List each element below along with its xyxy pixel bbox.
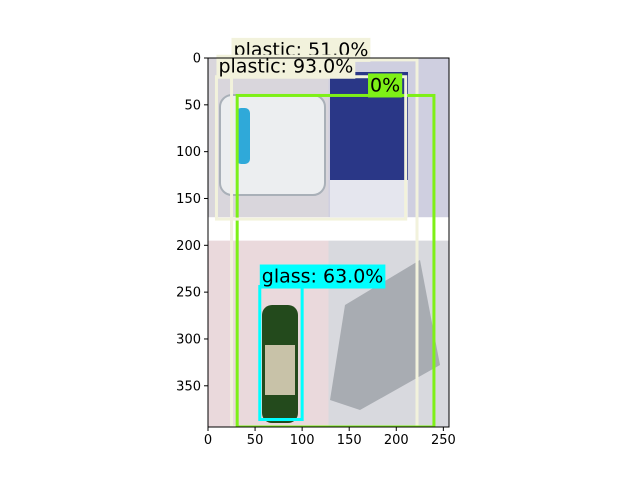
x-tick-label: 100 (290, 433, 315, 448)
detection-label-text: 0% (370, 74, 400, 96)
bottle-label-shape (236, 108, 250, 164)
x-tick-label: 250 (431, 433, 456, 448)
detection-label-background (368, 73, 403, 98)
detection-box (235, 93, 436, 427)
detection-label-background (259, 264, 386, 289)
y-tick-label: 100 (176, 145, 201, 160)
x-tick-label: 150 (337, 433, 362, 448)
detection-label: glass: 63.0% (259, 264, 386, 289)
y-tick-label: 300 (176, 332, 201, 347)
detection-label: 0% (368, 73, 403, 98)
axes: 0 50 100 150 200 250 0 50 100 150 200 250 300 350 (176, 52, 456, 449)
glass-bottle-label-shape (265, 345, 295, 395)
detection-label: plastic: 93.0% (216, 54, 356, 79)
detection-label-text: glass: 63.0% (262, 266, 384, 288)
y-tick-label: 250 (176, 286, 201, 301)
x-tick-label: 0 (204, 433, 212, 448)
y-tick-label: 200 (176, 239, 201, 254)
y-tick-label: 50 (184, 98, 201, 113)
photo-details (219, 72, 440, 423)
detection-labels: plastic: 51.0%0%plastic: 93.0%glass: 63.… (216, 37, 403, 289)
foil-shape (330, 260, 440, 410)
y-tick-label: 350 (176, 379, 201, 394)
y-tick-label: 150 (176, 192, 201, 207)
plot-frame (207, 57, 450, 428)
y-tick-label: 0 (193, 52, 201, 67)
detection-label-background (216, 54, 356, 79)
detection-label-text: plastic: 93.0% (218, 56, 353, 78)
x-tick-label: 200 (384, 433, 409, 448)
x-tick-label: 50 (247, 433, 264, 448)
can-rim-shape (330, 180, 408, 217)
